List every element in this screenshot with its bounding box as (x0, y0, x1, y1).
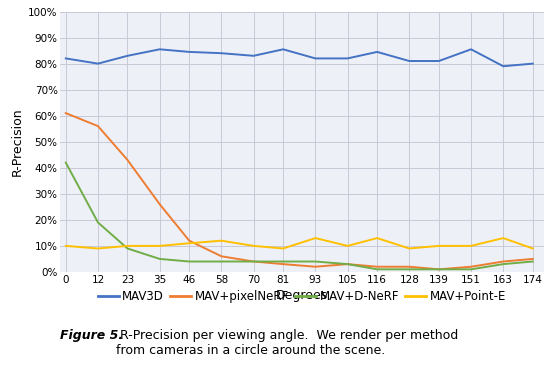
Legend: MAV3D, MAV+pixelNeRF, MAV+D-NeRF, MAV+Point-E: MAV3D, MAV+pixelNeRF, MAV+D-NeRF, MAV+Po… (93, 285, 511, 307)
Text: Figure 5.: Figure 5. (60, 329, 124, 342)
X-axis label: Degrees: Degrees (276, 289, 328, 302)
Y-axis label: R-Precision: R-Precision (11, 107, 24, 176)
Text: R-Precision per viewing angle.  We render per method
from cameras in a circle ar: R-Precision per viewing angle. We render… (116, 329, 458, 357)
